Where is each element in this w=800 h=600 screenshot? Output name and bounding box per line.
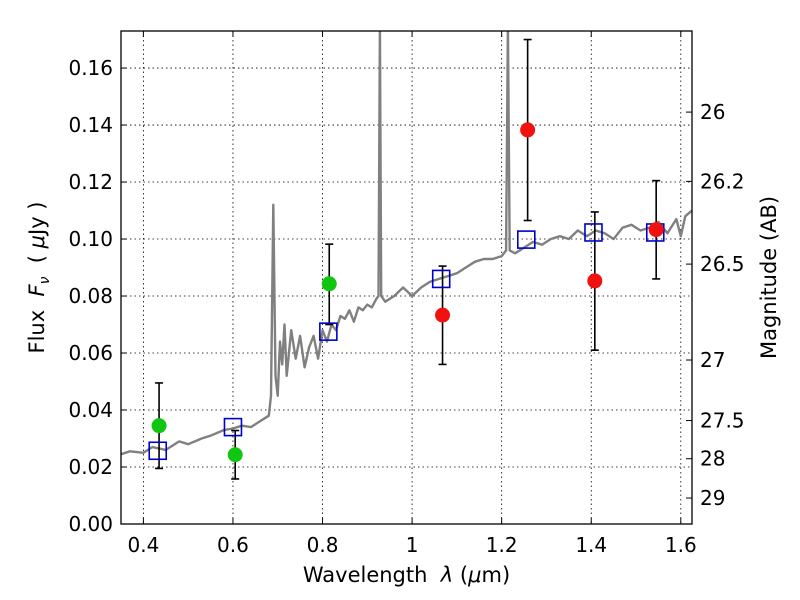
green-point-1 <box>227 447 243 463</box>
red-point-3 <box>648 222 664 238</box>
model-box-4 <box>516 230 536 249</box>
x-tick-label-4: 1.2 <box>486 533 518 557</box>
model-box-0 <box>148 441 168 461</box>
model-box-1 <box>223 417 243 437</box>
y-tick-label-5: 0.10 <box>68 227 113 251</box>
green-point-2 <box>321 276 337 292</box>
y2-tick-label-2: 26.5 <box>700 252 745 276</box>
y2-tick-label-4: 27.5 <box>700 409 745 433</box>
y-tick-label-7: 0.14 <box>68 113 113 137</box>
red-point-2 <box>587 273 603 289</box>
x-tick-label-3: 1 <box>406 533 419 557</box>
grid-lines <box>121 31 692 525</box>
x-tick-label-2: 0.8 <box>307 533 339 557</box>
y-tick-label-2: 0.04 <box>68 398 113 422</box>
plot-content <box>121 31 692 480</box>
red-point-0 <box>435 307 451 323</box>
x-tick-label-6: 1.6 <box>665 533 697 557</box>
x-tick-label-5: 1.4 <box>575 533 607 557</box>
y2-tick-label-5: 28 <box>700 447 725 471</box>
model-box-3 <box>431 269 451 289</box>
x-tick-label-0: 0.4 <box>127 533 159 557</box>
y-tick-label-1: 0.02 <box>68 455 113 479</box>
red-point-1 <box>520 122 536 138</box>
y-tick-label-3: 0.06 <box>68 341 113 365</box>
y2-tick-label-3: 27 <box>700 348 725 372</box>
y-tick-label-8: 0.16 <box>68 56 113 80</box>
y-tick-label-4: 0.08 <box>68 284 113 308</box>
y-axis-label: Flux Fν ( μJy ) <box>25 201 53 353</box>
x-axis-label: Wavelength λ (μm) <box>303 563 510 587</box>
y2-tick-label-1: 26.2 <box>700 169 745 193</box>
y-tick-label-6: 0.12 <box>68 170 113 194</box>
y2-axis-label: Magnitude (AB) <box>757 196 781 359</box>
model-box-5 <box>584 223 603 242</box>
y-tick-label-0: 0.00 <box>68 512 113 536</box>
plot-frame <box>120 30 693 525</box>
y2-tick-label-6: 29 <box>700 486 725 510</box>
model-box-2 <box>319 322 338 341</box>
green-point-0 <box>151 418 167 434</box>
axis-ticks: 0.4 0.6 0.8 1 1.2 1.4 1.6 0.00 0.02 0.04 0.06 0.08 0… <box>68 31 745 557</box>
y2-tick-label-0: 26 <box>700 100 725 124</box>
spectrum-line <box>121 31 692 456</box>
x-tick-label-1: 0.6 <box>217 533 249 557</box>
